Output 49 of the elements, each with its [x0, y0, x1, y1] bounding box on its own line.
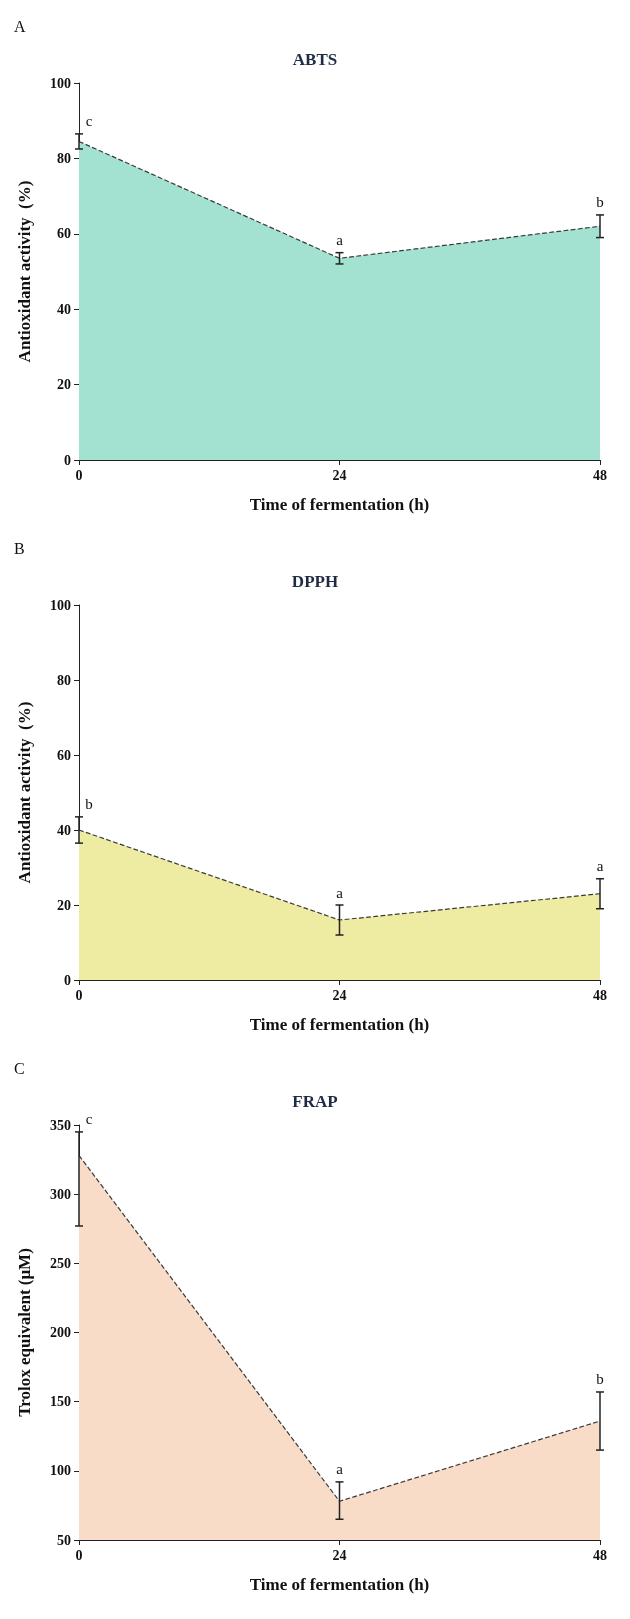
x-tick-label: 0 [75, 467, 83, 483]
y-tick-label: 80 [57, 150, 71, 166]
y-tick-label: 80 [57, 672, 71, 688]
annotation: a [336, 1461, 344, 1478]
annotation: a [336, 232, 344, 249]
y-tick-label: 0 [64, 972, 71, 988]
y-tick-label: 60 [57, 226, 71, 242]
annotation: b [596, 1371, 604, 1388]
annotation: b [596, 194, 604, 211]
y-tick-label: 0 [64, 452, 71, 468]
y-tick-label: 20 [57, 377, 71, 393]
y-tick-label: 20 [57, 897, 71, 913]
x-tick-label: 48 [593, 467, 607, 483]
y-axis-title: Antioxidant activity (%) [15, 701, 34, 884]
y-tick-label: 150 [50, 1394, 71, 1410]
y-axis-title: Antioxidant activity (%) [15, 180, 34, 363]
annotation: c [85, 1111, 93, 1128]
y-tick-label: 50 [57, 1532, 71, 1548]
x-tick-label: 24 [332, 1547, 347, 1563]
y-tick-label: 250 [50, 1255, 71, 1271]
y-tick-label: 100 [50, 597, 71, 613]
x-tick-label: 0 [75, 987, 83, 1003]
annotation: b [85, 796, 93, 813]
x-tick-label: 0 [75, 1547, 83, 1563]
annotation: a [336, 884, 344, 901]
y-tick-label: 40 [57, 301, 71, 317]
y-axis-title: Trolox equivalent (μM) [15, 1248, 34, 1417]
annotation: a [596, 858, 604, 875]
y-tick-label: 100 [50, 1463, 71, 1479]
x-axis-title: Time of fermentation (h) [249, 1575, 430, 1594]
x-tick-label: 48 [593, 987, 607, 1003]
annotation: c [85, 113, 93, 130]
text: C [14, 1059, 25, 1077]
y-tick-label: 40 [57, 822, 71, 838]
chart-title: ABTS [292, 50, 338, 69]
text: A [14, 17, 26, 35]
y-tick-label: 300 [50, 1186, 71, 1202]
chart-title: FRAP [292, 1092, 338, 1111]
x-axis-title: Time of fermentation (h) [249, 1015, 430, 1034]
x-axis-title: Time of fermentation (h) [249, 495, 430, 514]
text: B [14, 539, 25, 557]
x-tick-label: 24 [332, 987, 347, 1003]
x-tick-label: 24 [332, 467, 347, 483]
y-tick-label: 100 [50, 75, 71, 91]
y-tick-label: 200 [50, 1325, 71, 1340]
y-tick-label: 350 [50, 1117, 71, 1133]
x-tick-label: 48 [593, 1547, 607, 1563]
chart-title: DPPH [291, 572, 339, 591]
y-tick-label: 60 [57, 747, 71, 763]
